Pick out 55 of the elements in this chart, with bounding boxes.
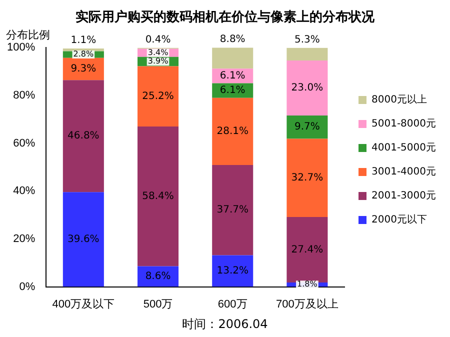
y-axis-title: 分布比例 xyxy=(6,28,50,42)
y-tick-label: 40% xyxy=(13,185,36,198)
legend-label: 8000元以上 xyxy=(371,94,427,106)
x-tick-label: 400万及以下 xyxy=(52,297,115,310)
data-label: 1.1% xyxy=(70,35,96,46)
data-label: 6.1% xyxy=(220,85,246,96)
bar xyxy=(138,126,179,266)
bar xyxy=(212,48,254,69)
bar xyxy=(62,192,104,287)
bar xyxy=(286,60,328,116)
y-tick-label: 20% xyxy=(13,232,36,245)
bar xyxy=(62,80,104,192)
data-label: 9.3% xyxy=(70,64,96,75)
data-label: 27.4% xyxy=(291,244,324,256)
data-label: 32.7% xyxy=(291,172,324,184)
y-tick-label: 100% xyxy=(6,42,36,54)
data-label: 8.8% xyxy=(220,34,246,46)
bar xyxy=(286,216,328,282)
data-label: 1.8% xyxy=(297,280,318,289)
x-tick-label: 600万 xyxy=(218,298,248,310)
data-label: 28.1% xyxy=(216,126,248,138)
text: 时间：2006.04 xyxy=(181,316,269,333)
data-label: 5.3% xyxy=(294,34,320,46)
bar xyxy=(212,98,254,166)
chart-title: 实际用户购买的数码相机在价位与像素上的分布状况 xyxy=(76,9,376,26)
bar xyxy=(286,48,328,61)
legend-label: 4001-5000元 xyxy=(371,142,436,154)
data-label: 3.9% xyxy=(148,56,169,66)
legend-label: 2000元以下 xyxy=(371,214,427,226)
y-tick-label: 0% xyxy=(19,280,36,293)
data-label: 39.6% xyxy=(68,234,100,246)
bar xyxy=(212,165,254,256)
data-label: 46.8% xyxy=(68,130,100,142)
data-label: 2.8% xyxy=(73,50,94,59)
bar xyxy=(286,138,328,217)
legend-label: 5001-8000元 xyxy=(371,118,436,130)
bar xyxy=(286,116,328,139)
bar xyxy=(138,66,179,127)
data-label: 25.2% xyxy=(142,90,174,102)
legend-label: 2001-3000元 xyxy=(371,190,436,202)
data-label: 3.4% xyxy=(148,48,169,57)
data-label: 8.6% xyxy=(145,271,171,282)
data-label: 6.1% xyxy=(220,70,246,82)
data-label: 0.4% xyxy=(145,34,171,46)
data-label: 13.2% xyxy=(216,266,248,277)
legend-label: 3001-4000元 xyxy=(371,166,436,178)
x-tick-label: 500万 xyxy=(143,298,173,310)
data-label: 23.0% xyxy=(291,82,324,94)
bar xyxy=(212,255,254,287)
y-tick-label: 80% xyxy=(13,89,36,102)
data-label: 9.7% xyxy=(294,122,320,133)
y-tick-label: 60% xyxy=(13,137,36,150)
x-tick-label: 700万及以上 xyxy=(276,297,338,310)
data-label: 37.7% xyxy=(216,204,248,216)
data-label: 58.4% xyxy=(142,190,174,202)
